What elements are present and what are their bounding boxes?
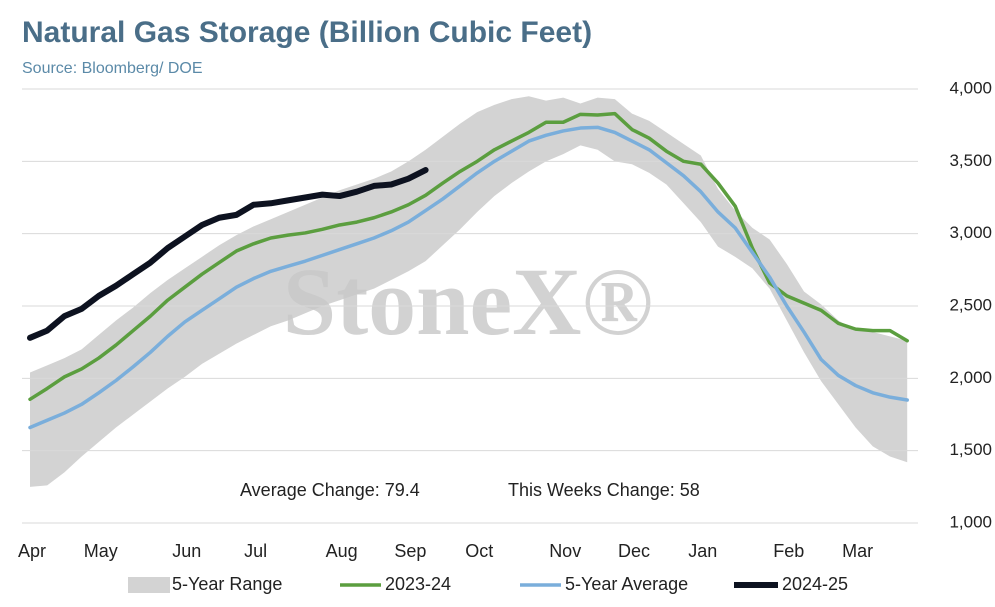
- series-line: [27, 167, 429, 341]
- y-tick-label: 2,500: [949, 295, 992, 314]
- annotation: This Weeks Change: 58: [508, 480, 700, 500]
- annotation: Average Change: 79.4: [240, 480, 420, 500]
- y-tick-label: 3,000: [949, 223, 992, 242]
- watermark: StoneX®: [283, 248, 653, 355]
- x-tick-label: Jan: [688, 541, 717, 561]
- x-tick-label: Feb: [773, 541, 804, 561]
- legend-label: 2023-24: [385, 574, 451, 594]
- legend-label: 2024-25: [782, 574, 848, 594]
- x-tick-label: Oct: [465, 541, 493, 561]
- legend-label: 5-Year Range: [172, 574, 282, 594]
- x-tick-label: Mar: [842, 541, 873, 561]
- x-tick-label: Dec: [618, 541, 650, 561]
- legend-label: 5-Year Average: [565, 574, 688, 594]
- legend-swatch: [128, 577, 170, 593]
- y-tick-label: 3,500: [949, 151, 992, 170]
- chart-title: Natural Gas Storage (Billion Cubic Feet): [22, 16, 592, 49]
- range-area: [30, 96, 908, 487]
- chart-subtitle: Source: Bloomberg/ DOE: [22, 60, 203, 77]
- y-tick-label: 1,000: [949, 512, 992, 531]
- x-tick-label: Nov: [549, 541, 581, 561]
- x-tick-label: Sep: [394, 541, 426, 561]
- x-tick-label: Aug: [326, 541, 358, 561]
- y-tick-label: 2,000: [949, 368, 992, 387]
- x-tick-label: Jul: [244, 541, 267, 561]
- x-tick-label: May: [84, 541, 118, 561]
- series-line: [28, 125, 909, 430]
- y-tick-label: 4,000: [949, 78, 992, 97]
- y-tick-label: 1,500: [949, 440, 992, 459]
- x-tick-label: Jun: [172, 541, 201, 561]
- x-tick-label: Apr: [18, 541, 46, 561]
